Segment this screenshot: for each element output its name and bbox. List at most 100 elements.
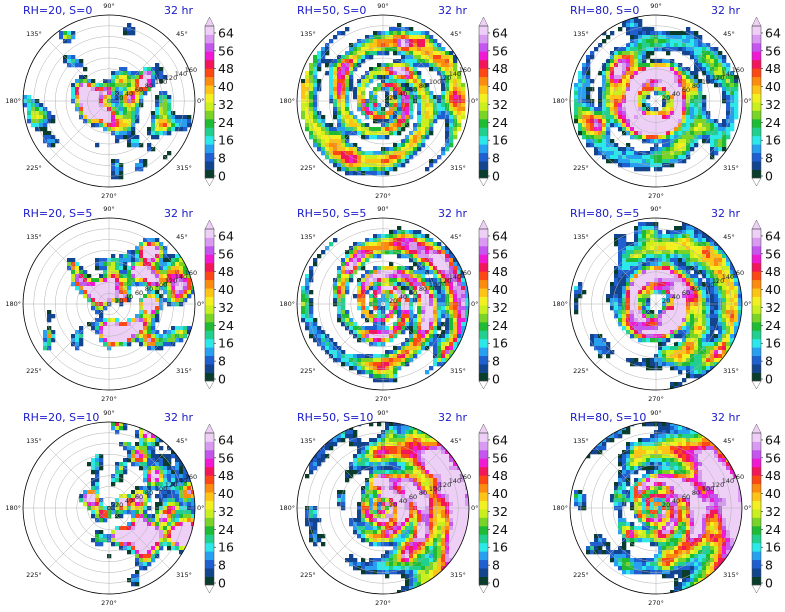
field-cell bbox=[449, 51, 454, 56]
field-cell bbox=[594, 131, 599, 136]
field-cell bbox=[670, 43, 675, 48]
field-cell bbox=[425, 270, 430, 275]
field-cell bbox=[369, 334, 374, 339]
field-cell bbox=[650, 230, 655, 235]
field-cell bbox=[305, 83, 310, 88]
field-cell bbox=[79, 342, 84, 347]
field-cell bbox=[642, 27, 647, 32]
field-cell bbox=[67, 258, 72, 263]
field-cell bbox=[453, 282, 458, 287]
field-cell bbox=[638, 23, 643, 28]
field-cell bbox=[429, 242, 434, 247]
field-cell bbox=[405, 43, 410, 48]
field-cell bbox=[634, 155, 639, 160]
field-cell bbox=[155, 238, 160, 243]
field-cell bbox=[630, 274, 635, 279]
field-cell bbox=[175, 298, 180, 303]
field-cell bbox=[337, 59, 342, 64]
field-cell bbox=[702, 43, 707, 48]
field-cell bbox=[606, 91, 611, 96]
radial-tick-label: 140 bbox=[175, 70, 187, 78]
field-cell bbox=[445, 75, 450, 80]
field-cell bbox=[135, 79, 140, 84]
field-cell bbox=[433, 254, 438, 259]
field-cell bbox=[425, 246, 430, 251]
field-cell bbox=[389, 358, 394, 363]
field-cell bbox=[417, 326, 422, 331]
field-cell bbox=[389, 87, 394, 92]
colorbar-tick-label: 48 bbox=[765, 61, 781, 76]
field-cell bbox=[139, 330, 144, 335]
field-cell bbox=[187, 282, 192, 287]
field-cell bbox=[155, 115, 160, 120]
field-cell bbox=[397, 163, 402, 168]
field-cell bbox=[373, 362, 378, 367]
field-cell bbox=[714, 294, 719, 299]
field-cell bbox=[449, 127, 454, 132]
field-cell bbox=[127, 111, 132, 116]
field-cell bbox=[123, 31, 128, 36]
field-cell bbox=[119, 330, 124, 335]
field-cell bbox=[349, 266, 354, 271]
field-cell bbox=[373, 103, 378, 108]
field-cell bbox=[618, 258, 623, 263]
field-cell bbox=[441, 111, 446, 116]
field-cell bbox=[305, 286, 310, 291]
field-cell bbox=[409, 266, 414, 271]
field-cell bbox=[357, 131, 362, 136]
field-cell bbox=[131, 31, 136, 36]
field-cell bbox=[445, 314, 450, 319]
field-cell bbox=[301, 103, 306, 108]
field-cell bbox=[389, 362, 394, 367]
field-cell bbox=[139, 163, 144, 168]
field-cell bbox=[722, 258, 727, 263]
field-cell bbox=[433, 362, 438, 367]
field-cell bbox=[131, 322, 136, 327]
field-cell bbox=[183, 330, 188, 335]
colorbar-swatch bbox=[479, 245, 488, 255]
field-cell bbox=[638, 31, 643, 36]
field-cell bbox=[131, 131, 136, 136]
field-cell bbox=[618, 163, 623, 168]
field-cell bbox=[734, 310, 739, 315]
field-cell bbox=[389, 278, 394, 283]
field-cell bbox=[111, 123, 116, 128]
field-cell bbox=[642, 155, 647, 160]
field-cell bbox=[421, 322, 426, 327]
field-cell bbox=[682, 282, 687, 287]
field-cell bbox=[610, 59, 615, 64]
field-cell bbox=[449, 67, 454, 72]
field-cell bbox=[357, 83, 362, 88]
field-cell bbox=[397, 346, 402, 351]
field-cell bbox=[365, 159, 370, 164]
field-cell bbox=[349, 51, 354, 56]
field-cell bbox=[47, 115, 52, 120]
field-cell bbox=[369, 127, 374, 132]
field-cell bbox=[393, 234, 398, 239]
colorbar-swatch bbox=[752, 110, 761, 120]
field-cell bbox=[714, 250, 719, 255]
field-cell bbox=[417, 71, 422, 76]
field-cell bbox=[453, 262, 458, 267]
field-cell bbox=[441, 330, 446, 335]
field-cell bbox=[171, 127, 176, 132]
field-cell bbox=[630, 119, 635, 124]
field-cell bbox=[357, 282, 362, 287]
colorbar-tick-label: 48 bbox=[218, 264, 234, 279]
field-cell bbox=[441, 322, 446, 327]
field-cell bbox=[630, 155, 635, 160]
field-cell bbox=[437, 338, 442, 343]
field-cell bbox=[349, 250, 354, 255]
field-cell bbox=[702, 67, 707, 72]
field-cell bbox=[127, 27, 132, 32]
field-cell bbox=[682, 254, 687, 259]
field-cell bbox=[586, 139, 591, 144]
field-cell bbox=[666, 103, 671, 108]
field-cell bbox=[365, 242, 370, 247]
field-cell bbox=[734, 306, 739, 311]
field-cell bbox=[95, 282, 100, 287]
field-cell bbox=[413, 230, 418, 235]
field-cell bbox=[662, 250, 667, 255]
field-cell bbox=[369, 91, 374, 96]
field-cell bbox=[345, 358, 350, 363]
